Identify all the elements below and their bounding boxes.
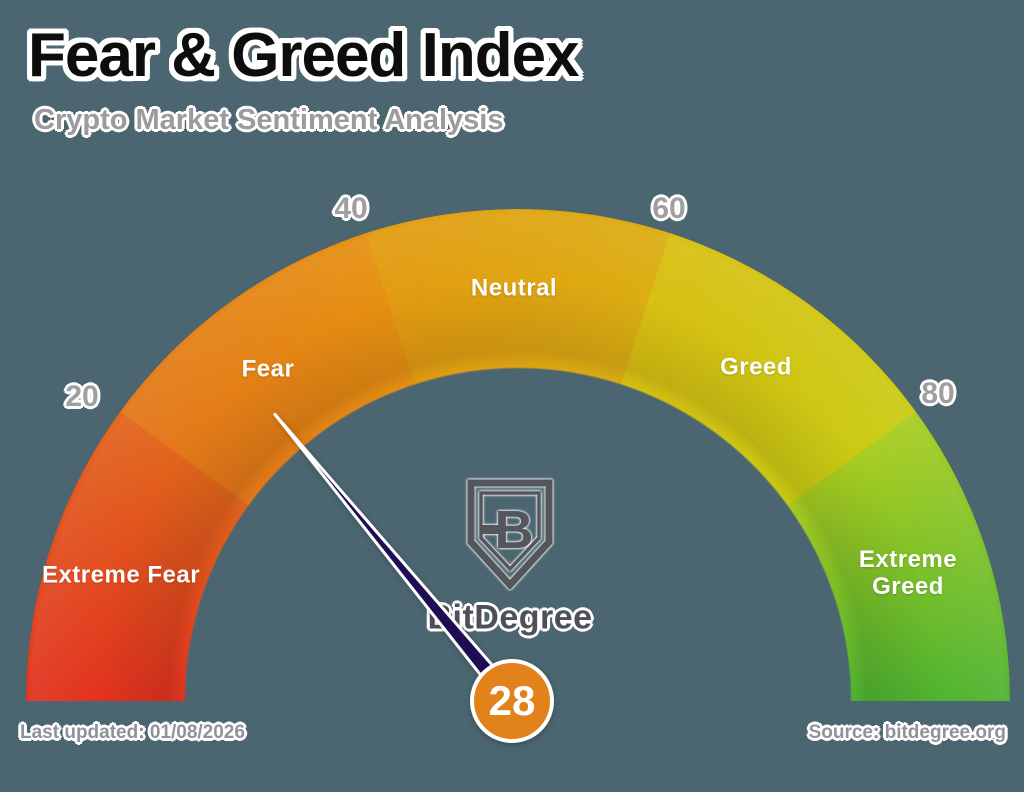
tick-label-80: 80: [921, 377, 955, 410]
monogram-letter: B: [495, 500, 534, 560]
gauge-value-badge: 28: [470, 659, 554, 743]
page-title: Fear & Greed Index: [28, 21, 580, 90]
segment-label-extreme-fear: Extreme Fear: [41, 561, 201, 589]
bitdegree-shield-icon: B: [467, 479, 553, 589]
page-subtitle: Crypto Market Sentiment Analysis: [34, 104, 504, 136]
segment-label-neutral: Neutral: [470, 274, 558, 302]
last-updated-text: Last updated: 01/08/2026: [20, 722, 245, 743]
bitdegree-wordmark: BitDegree: [427, 598, 593, 637]
source-text: Source: bitdegree.org: [808, 722, 1006, 743]
tick-label-40: 40: [334, 192, 368, 225]
gauge-value: 28: [488, 677, 536, 724]
segment-label-extreme-greed: Extreme Greed: [858, 546, 958, 600]
tick-label-60: 60: [652, 192, 686, 225]
tick-label-20: 20: [65, 380, 99, 413]
segment-label-greed: Greed: [720, 353, 792, 381]
segment-label-fear: Fear: [241, 355, 295, 383]
